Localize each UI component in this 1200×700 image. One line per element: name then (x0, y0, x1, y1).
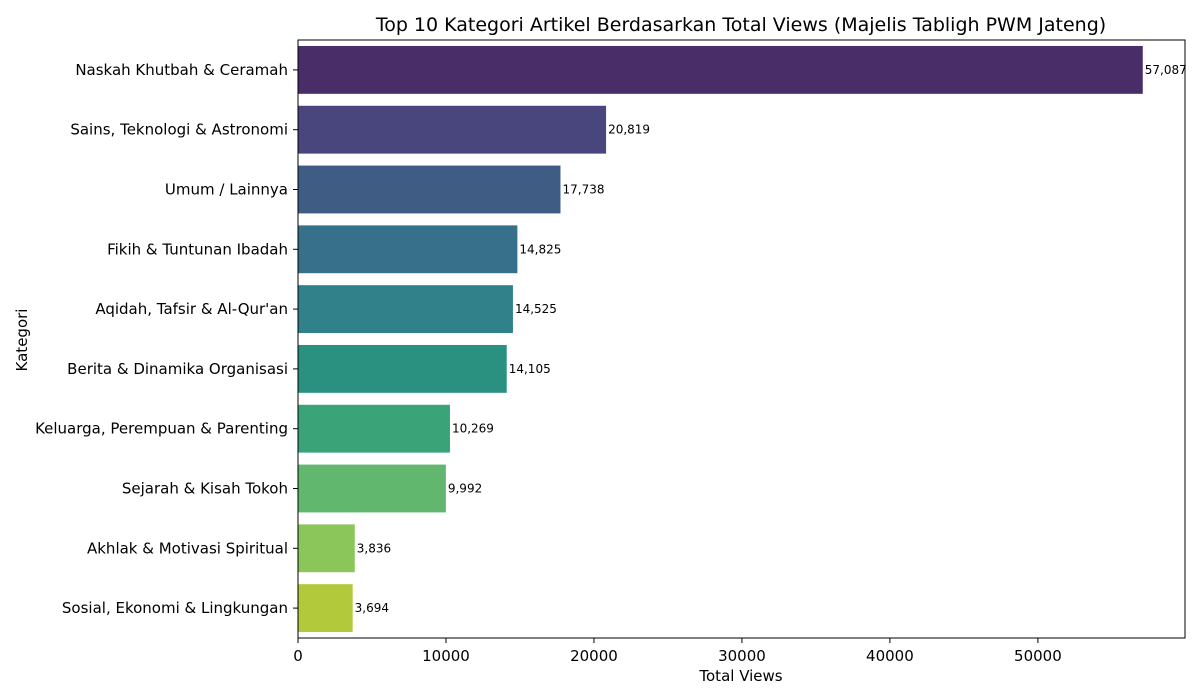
category-label: Sains, Teknologi & Astronomi (70, 121, 288, 139)
bar-5 (298, 285, 513, 334)
x-tick-label: 30000 (718, 647, 766, 665)
data-labels-group: 57,087 20,819 17,738 14,825 14,525 14,105 10,2… (355, 63, 1187, 615)
category-label: Akhlak & Motivasi Spiritual (87, 539, 288, 557)
category-labels-group: Naskah Khutbah & Ceramah Sains, Teknologi… (35, 61, 288, 617)
x-tick-label: 10000 (422, 647, 470, 665)
bar-8 (298, 464, 446, 513)
category-label: Aqidah, Tafsir & Al-Qur'an (95, 300, 288, 318)
category-label: Sosial, Ekonomi & Lingkungan (62, 599, 288, 617)
data-label: 14,105 (509, 362, 551, 376)
data-label: 3,694 (355, 601, 389, 615)
category-label: Naskah Khutbah & Ceramah (75, 61, 288, 79)
data-label: 57,087 (1145, 63, 1187, 77)
bar-4 (298, 225, 518, 274)
chart-title: Top 10 Kategori Artikel Berdasarkan Tota… (375, 14, 1106, 36)
x-tick-label: 50000 (1014, 647, 1062, 665)
category-label: Sejarah & Kisah Tokoh (122, 480, 288, 498)
bars-group (298, 45, 1143, 633)
bar-2 (298, 105, 607, 154)
bar-7 (298, 404, 450, 453)
data-label: 17,738 (562, 183, 604, 197)
x-tick-label: 20000 (570, 647, 618, 665)
category-label: Keluarga, Perempuan & Parenting (35, 420, 288, 438)
data-label: 9,992 (448, 482, 482, 496)
data-label: 14,825 (519, 242, 561, 256)
y-axis-label: Kategori (13, 309, 31, 372)
x-axis-label: Total Views (698, 667, 782, 685)
category-label: Berita & Dinamika Organisasi (67, 360, 288, 378)
plot-frame (297, 39, 1186, 639)
bar-1 (298, 45, 1143, 94)
data-label: 3,836 (357, 541, 391, 555)
x-tick-label: 0 (293, 647, 303, 665)
data-label: 10,269 (452, 422, 494, 436)
category-label: Umum / Lainnya (165, 181, 288, 199)
x-ticks-group: 0 10000 20000 30000 40000 50000 (293, 69, 1062, 665)
bar-3 (298, 165, 561, 214)
bar-9 (298, 524, 355, 573)
data-label: 20,819 (608, 123, 650, 137)
x-tick-label: 40000 (866, 647, 914, 665)
bar-6 (298, 344, 507, 393)
category-label: Fikih & Tuntunan Ibadah (107, 240, 288, 258)
bar-10 (298, 584, 353, 633)
data-label: 14,525 (515, 302, 557, 316)
